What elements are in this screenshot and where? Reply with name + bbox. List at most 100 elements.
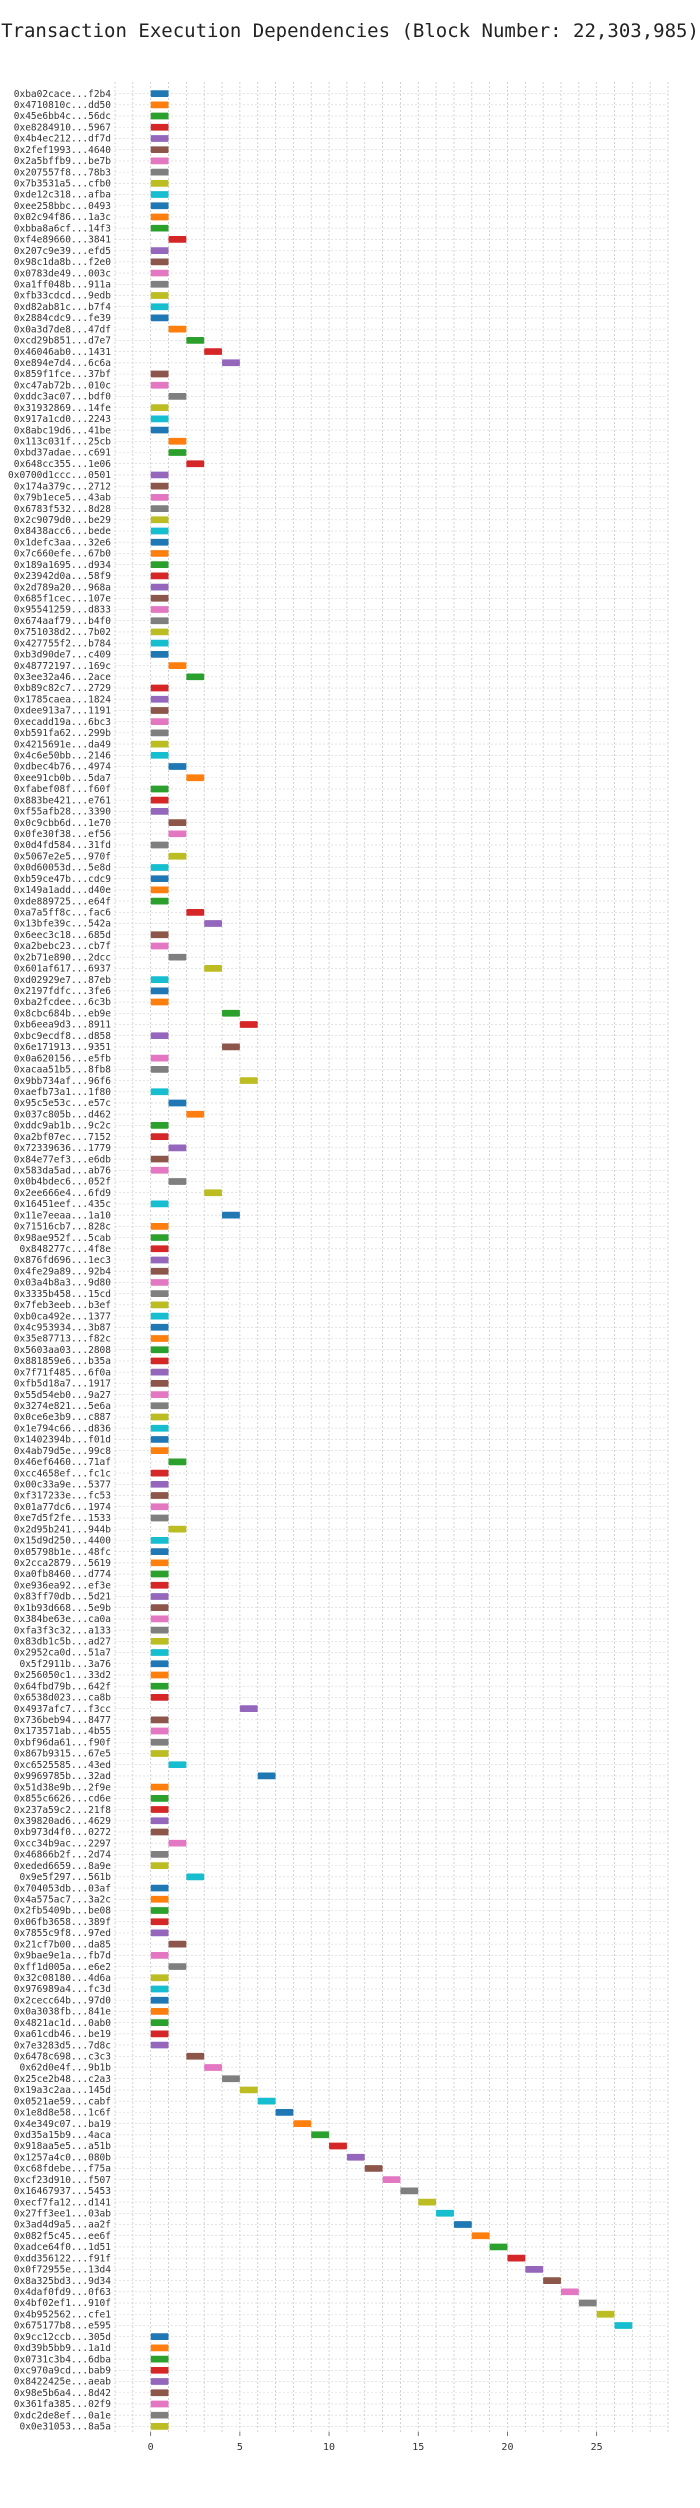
y-tick-label: 0x2884cdc9...fe39: [14, 313, 112, 324]
transaction-bar: [150, 1682, 169, 1690]
y-tick-label: 0x1e8d8e58...1c6f: [14, 2108, 111, 2119]
y-tick-label: 0x4937afc7...f3cc: [14, 1704, 111, 1715]
y-tick-label: 0x6538d023...ca8b: [14, 1693, 112, 1704]
y-tick-label: 0x384be63e...ca0a: [14, 1614, 111, 1625]
transaction-bar: [150, 617, 169, 625]
y-tick-label: 0x62d0e4f...9b1b: [19, 2063, 111, 2074]
transaction-bar: [150, 1951, 169, 1959]
transaction-bar: [150, 493, 169, 501]
transaction-bar: [168, 325, 187, 333]
y-tick-label: 0x0b4bdec6...052f: [14, 1177, 111, 1188]
y-tick-label: 0xb6eea9d3...8911: [14, 1020, 112, 1031]
y-tick-label: 0xcc4658ef...fc1c: [14, 1468, 111, 1479]
transaction-bar: [150, 1918, 169, 1926]
transaction-bar: [150, 796, 169, 804]
y-tick-label: 0x8422425e...aeab: [14, 2377, 112, 2388]
y-tick-label: 0x16451eef...435c: [14, 1199, 111, 1210]
y-tick-label: 0x427755f2...b784: [14, 638, 112, 649]
y-tick-label: 0x674aaf79...b4f0: [14, 616, 112, 627]
y-tick-label: 0x189a1695...d934: [14, 560, 112, 571]
y-tick-label: 0x174a379c...2712: [14, 481, 111, 492]
transaction-bar: [150, 1155, 169, 1163]
y-tick-label: 0xd02929e7...87eb: [14, 975, 112, 986]
transaction-bar: [150, 1817, 169, 1825]
transaction-bar: [150, 931, 169, 939]
y-tick-label: 0x859f1fce...37bf: [14, 369, 111, 380]
y-tick-label: 0x848277c...4f8e: [19, 1244, 111, 1255]
transaction-bar: [168, 819, 187, 826]
y-tick-label: 0xaefb73a1...1f80: [14, 1087, 112, 1098]
transaction-bar: [150, 1279, 169, 1286]
transaction-bar: [150, 561, 169, 569]
y-tick-label: 0xd82ab81c...b7f4: [14, 302, 112, 313]
y-tick-label: 0x7855c9f8...97ed: [14, 1928, 111, 1939]
transaction-bar: [150, 303, 169, 311]
y-tick-label: 0x6783f532...8d28: [14, 504, 112, 515]
transaction-bar: [150, 1256, 169, 1264]
y-tick-label: 0x84e77ef3...e6db: [14, 1154, 112, 1165]
y-tick-label: 0xe8284910...5967: [14, 122, 111, 133]
transaction-bar: [150, 1368, 169, 1376]
transaction-bar: [596, 2310, 615, 2318]
transaction-bar: [168, 1178, 187, 1185]
transaction-bar: [222, 1009, 240, 1017]
y-tick-label: 0xe936ea92...ef3e: [14, 1580, 112, 1591]
y-tick-label: 0x3335b458...15cd: [14, 1289, 111, 1300]
transaction-bar: [150, 875, 169, 883]
y-tick-label: 0xee91cb0b...5da7: [14, 773, 111, 784]
y-tick-label: 0xcf23d910...f507: [14, 2175, 111, 2186]
transaction-bar: [150, 2041, 169, 2049]
y-tick-label: 0x583da5ad...ab76: [14, 1165, 112, 1176]
y-tick-label: 0x9e5f297...561b: [19, 1872, 111, 1883]
transaction-bar: [150, 718, 169, 726]
transaction-bar: [204, 1189, 223, 1197]
y-tick-label: 0xff1d005a...e6e2: [14, 1962, 111, 1973]
y-tick-label: 0x0fe30f38...ef56: [14, 829, 112, 840]
y-tick-label: 0x7feb3eeb...b3ef: [14, 1300, 111, 1311]
y-tick-label: 0x01a77dc6...1974: [14, 1502, 112, 1513]
transaction-bar: [418, 2198, 437, 2206]
y-tick-label: 0xee258bbc...0493: [14, 201, 111, 212]
y-tick-label: 0x2d789a20...968a: [14, 582, 111, 593]
transaction-bar: [150, 1391, 169, 1398]
y-tick-label: 0x4ab79d5e...99c8: [14, 1446, 112, 1457]
transaction-bar: [168, 830, 187, 838]
transaction-bar: [150, 550, 169, 557]
transaction-bar: [150, 1301, 169, 1309]
transaction-bar: [150, 247, 169, 254]
y-tick-label: 0x6478c698...c3c3: [14, 2051, 111, 2062]
transaction-bar: [150, 415, 169, 423]
transaction-bar: [150, 112, 169, 120]
transaction-bar: [150, 381, 169, 389]
transaction-bar: [150, 90, 169, 97]
transaction-bar: [168, 1761, 187, 1769]
y-tick-label: 0x3ad4d9a5...aa2f: [14, 2220, 111, 2231]
transaction-bar: [578, 2299, 597, 2307]
transaction-bar: [150, 886, 169, 894]
y-tick-label: 0x5603aa03...2808: [14, 1345, 112, 1356]
y-tick-label: 0xa0fb8460...d774: [14, 1569, 112, 1580]
y-tick-label: 0x00c33a9e...5377: [14, 1480, 111, 1491]
transaction-bar: [150, 1503, 169, 1511]
y-tick-label: 0x4c953934...3b87: [14, 1322, 111, 1333]
transaction-bar: [543, 2277, 561, 2284]
y-tick-label: 0x149a1add...d40e: [14, 885, 112, 896]
transaction-bar: [150, 1907, 169, 1914]
y-tick-label: 0x4b4ec212...df7d: [14, 134, 111, 145]
transaction-bar: [150, 1122, 169, 1129]
transaction-bar: [150, 751, 169, 759]
transaction-bar: [400, 2187, 419, 2195]
y-tick-label: 0xddc3ac07...bdf0: [14, 392, 112, 403]
y-tick-label: 0xfb5d18a7...1917: [14, 1379, 111, 1390]
y-tick-label: 0x2d95b241...944b: [14, 1524, 112, 1535]
y-tick-label: 0xcc34b9ac...2297: [14, 1838, 111, 1849]
y-tick-label: 0x0ce6e3b9...c887: [14, 1412, 111, 1423]
y-tick-label: 0x876fd696...1ec3: [14, 1255, 111, 1266]
transaction-bar: [239, 1077, 258, 1084]
transaction-bar: [150, 101, 169, 109]
y-tick-label: 0x5067e2e5...970f: [14, 851, 111, 862]
transaction-bar: [222, 2075, 240, 2083]
transaction-bar: [150, 1559, 169, 1567]
y-tick-label: 0xb0ca492e...1377: [14, 1311, 111, 1322]
